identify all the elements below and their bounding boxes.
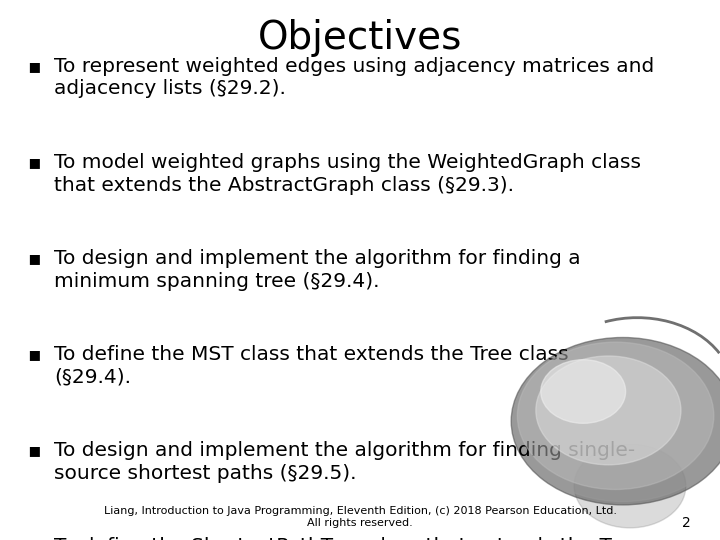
Text: 2: 2 [683,516,691,530]
Text: To represent weighted edges using adjacency matrices and
adjacency lists (§29.2): To represent weighted edges using adjace… [54,57,654,98]
Text: Liang, Introduction to Java Programming, Eleventh Edition, (c) 2018 Pearson Educ: Liang, Introduction to Java Programming,… [104,506,616,528]
Circle shape [511,338,720,505]
Text: ▪: ▪ [27,537,41,540]
Text: To design and implement the algorithm for finding single-
source shortest paths : To design and implement the algorithm fo… [54,441,635,483]
Circle shape [518,342,714,489]
Circle shape [516,341,720,502]
Text: ▪: ▪ [27,441,41,460]
Text: Objectives: Objectives [258,19,462,57]
Circle shape [575,444,685,528]
Text: To define the ShortestPathTree class that extends the Tree
class (§29.5).: To define the ShortestPathTree class tha… [54,537,642,540]
Circle shape [541,360,626,423]
Circle shape [536,356,681,465]
Text: ▪: ▪ [27,57,41,76]
Text: To design and implement the algorithm for finding a
minimum spanning tree (§29.4: To design and implement the algorithm fo… [54,249,580,291]
Text: ▪: ▪ [27,345,41,364]
Text: ▪: ▪ [27,249,41,268]
Text: To define the MST class that extends the Tree class
(§29.4).: To define the MST class that extends the… [54,345,569,387]
Text: ▪: ▪ [27,153,41,172]
Text: To model weighted graphs using the WeightedGraph class
that extends the Abstract: To model weighted graphs using the Weigh… [54,153,641,194]
